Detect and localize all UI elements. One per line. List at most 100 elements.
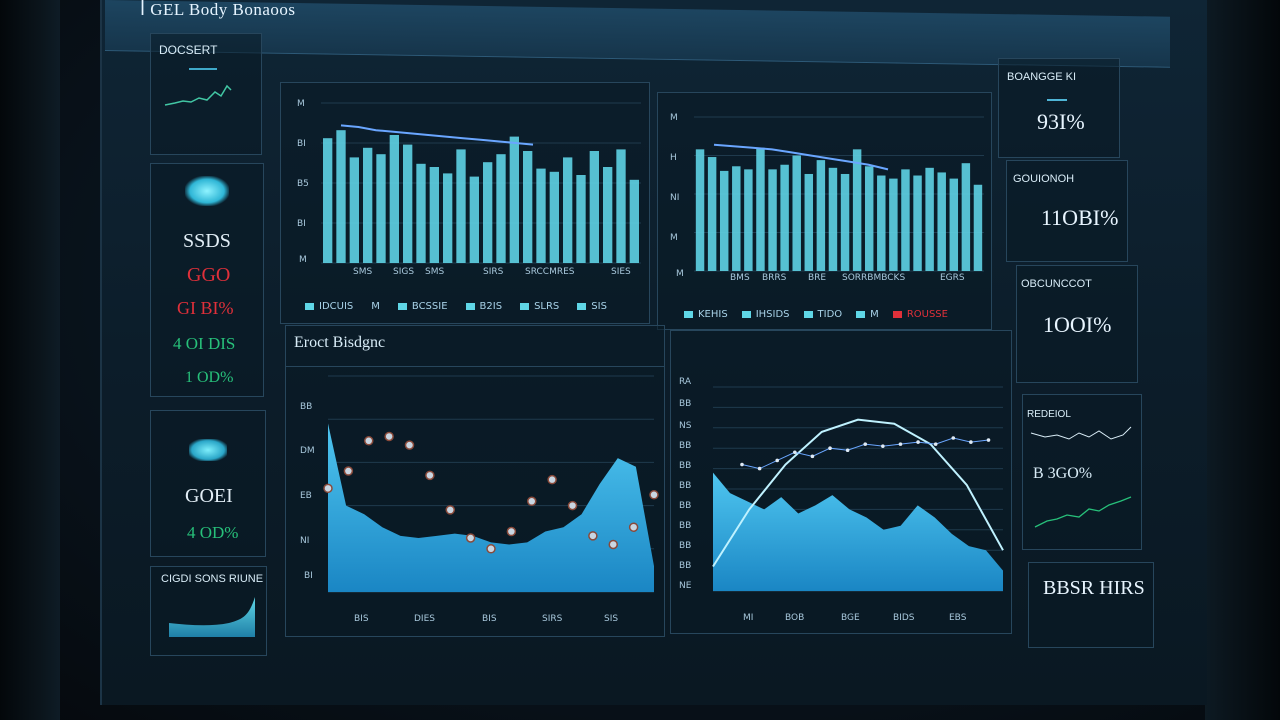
bar-a-ytick-4: BI (297, 219, 306, 229)
scatter-point-3 (775, 458, 780, 463)
bar-b-legend-item-3: TIDO (803, 309, 843, 320)
bar-a-bar-4 (363, 147, 373, 263)
bar-b-bar-20 (925, 167, 934, 271)
bar-chart-a-panel[interactable]: M BI B5 BI M SMS SIGS SMS SIRS SRCCMRES … (280, 82, 650, 324)
curve-area-chart (712, 386, 1004, 592)
curve-ytick-9: BB (679, 541, 692, 551)
bar-b-bar-9 (792, 155, 801, 271)
mid-value-2: 4 OD% (187, 523, 239, 542)
bar-a-bar-10 (443, 173, 453, 263)
curve-ytick-1: RA (679, 377, 692, 387)
top-left-panel[interactable]: DOCSERT (150, 33, 262, 155)
curve-xtick-5: EBS (949, 613, 967, 623)
kpi-panel-3[interactable]: OBCUNCCOT 1OOI% (1016, 265, 1138, 383)
bar-a-bar-11 (456, 149, 466, 263)
data-point-1 (323, 483, 333, 494)
bar-b-bar-3 (719, 170, 729, 271)
scatter-point-10 (898, 442, 903, 446)
bar-b-legend-item-2: IHSIDS (741, 309, 790, 320)
bar-a-legend-item-5: SLRS (520, 301, 559, 312)
bar-a-xtick-6: SIES (611, 267, 631, 277)
bar-b-legend-label-3: TIDO (817, 309, 843, 320)
bar-a-bar-19 (563, 157, 573, 263)
curve-ytick-10: BB (679, 561, 692, 571)
bar-b-legend-item-4: M (856, 309, 879, 320)
mini-chart-value: B 3GO% (1033, 465, 1093, 482)
data-point-5 (404, 440, 415, 450)
bottom-right-value: BBSR HIRS (1043, 577, 1145, 599)
line-panel[interactable]: Eroct Bisdgnc BB DM EB NI BI BIS DIES BI… (285, 325, 665, 637)
data-point-7 (445, 505, 455, 515)
bar-a-bar-5 (376, 154, 386, 263)
top-left-sparkline (164, 84, 232, 106)
kpi-3-value: 1OOI% (1043, 312, 1112, 337)
curve-xtick-2: BOB (785, 613, 805, 623)
mid-left-panel[interactable]: GOEI 4 OD% (150, 410, 266, 557)
scatter-point-4 (793, 450, 797, 455)
line-ytick-1: BB (300, 402, 313, 412)
curve-xtick-1: MI (743, 613, 754, 623)
bar-b-bar-6 (756, 147, 765, 271)
bar-a-bar-18 (549, 171, 559, 263)
stats-panel[interactable]: SSDS GGO GI BI% 4 OI DIS 1 OD% (150, 163, 264, 397)
curve-xtick-3: BGE (841, 613, 860, 623)
bar-b-legend-label-5: ROUSSE (906, 309, 948, 320)
monitor-bezel-left (0, 0, 60, 720)
bar-a-legend-item-6: SIS (577, 301, 607, 312)
mini-chart-panel[interactable]: REDEIOL B 3GO% (1022, 394, 1142, 550)
bar-b-xtick-5: EGRS (940, 273, 965, 283)
scatter-point-14 (969, 440, 973, 444)
bar-b-bar-17 (889, 178, 898, 271)
bar-a-bar-1 (323, 138, 333, 263)
curve-ytick-8: BB (679, 521, 692, 531)
bar-a-bar-6 (389, 135, 399, 263)
data-point-15 (608, 539, 618, 550)
bar-a-legend-label-5: SLRS (534, 301, 560, 312)
bar-b-trend-line (713, 143, 889, 171)
bar-b-bar-23 (961, 163, 971, 271)
scatter-point-13 (951, 436, 956, 440)
mini-chart-label: REDEIOL (1027, 409, 1071, 420)
kpi-1-label: BOANGGE KI (1007, 71, 1077, 83)
bar-b-bar-11 (816, 160, 826, 271)
bar-b-bar-15 (864, 166, 874, 271)
kpi-panel-2[interactable]: GOUIONOH 11OBI% (1006, 160, 1128, 262)
line-xtick-2: DIES (414, 614, 435, 624)
bar-a-bar-16 (523, 151, 533, 263)
data-point-13 (567, 500, 578, 511)
bar-a-xtick-1: SMS (353, 267, 373, 277)
scatter-point-12 (933, 442, 938, 446)
top-left-label: DOCSERT (159, 43, 218, 57)
bar-a-bar-23 (616, 149, 626, 263)
bar-b-bar-22 (949, 178, 959, 271)
bar-b-ytick-4: M (670, 233, 678, 243)
bottom-left-panel[interactable]: CIGDI SONS RIUNE (150, 566, 267, 656)
bar-b-legend-label-4: M (870, 309, 879, 320)
bar-b-bar-18 (901, 169, 910, 271)
bar-a-legend-item-3: BCSSIE (397, 301, 448, 312)
line-ytick-2: DM (300, 446, 315, 456)
line-panel-title: Eroct Bisdgnc (294, 334, 386, 351)
mid-glow-icon (189, 439, 227, 461)
data-point-9 (486, 544, 496, 554)
bar-a-bar-17 (536, 168, 546, 263)
bar-a-bar-15 (509, 136, 519, 263)
bottom-right-panel[interactable]: BBSR HIRS (1028, 562, 1154, 648)
data-point-10 (506, 526, 517, 537)
line-xtick-5: SIS (604, 614, 619, 624)
bar-a-legend-item-4: B2IS (465, 301, 502, 312)
bar-chart-b-panel[interactable]: M H NI M M BMS BRRS BRE SORRBMBCKS EGRS … (657, 92, 992, 330)
bottom-left-label: CIGDI SONS RIUNE (161, 573, 264, 585)
bar-a-bar-20 (576, 175, 586, 263)
bar-b-xtick-4: SORRBMBCKS (842, 273, 906, 283)
bar-a-legend: IDCUIS M BCSSIE B2IS SLRS SIS (305, 301, 645, 312)
sparkline-divider (189, 68, 217, 70)
kpi-panel-1[interactable]: BOANGGE KI 93I% (998, 58, 1120, 158)
curve-panel[interactable]: RA BB NS BB BB BB BB BB BB BB NE MI BOB … (670, 330, 1012, 634)
scatter-point-9 (881, 444, 885, 448)
kpi-3-label: OBCUNCCOT (1021, 278, 1092, 290)
bar-a-bar-2 (336, 130, 346, 263)
bar-a-ytick-5: M (299, 255, 307, 265)
bar-a-xtick-3: SMS (425, 267, 445, 277)
curve-ytick-2: BB (679, 399, 692, 409)
